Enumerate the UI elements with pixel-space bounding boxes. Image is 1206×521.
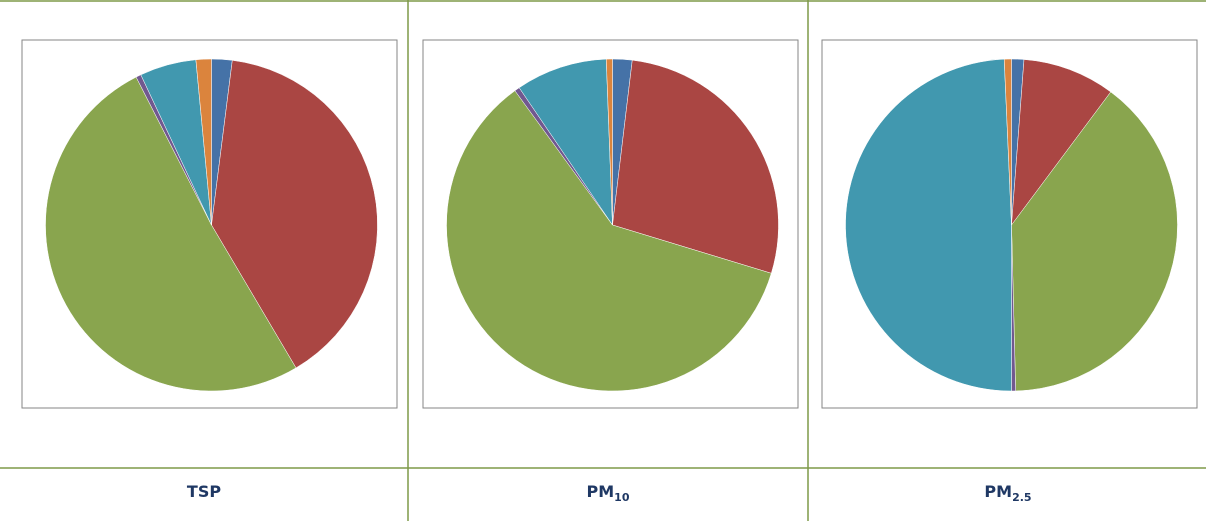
pie-slice: [612, 59, 779, 274]
cell-label: TSP: [187, 482, 221, 501]
label-text: PM: [587, 482, 615, 501]
cell-label: PM2.5: [984, 482, 1031, 504]
charts: [21, 39, 1198, 409]
label-subscript: 2.5: [1012, 491, 1032, 504]
pie-slice: [1011, 59, 1112, 226]
pie-slice: [1011, 91, 1178, 392]
pie-slice: [518, 58, 613, 226]
pie-slice: [446, 90, 772, 392]
pie-slice: [1003, 58, 1012, 226]
label-text: PM: [984, 482, 1012, 501]
pie-slice: [195, 58, 212, 226]
pie-slice: [605, 58, 613, 226]
cell-label: PM10: [587, 482, 630, 504]
label-subscript: 10: [614, 491, 630, 504]
label-text: TSP: [187, 482, 221, 501]
pie-slice: [45, 76, 297, 392]
pie-slice: [845, 58, 1012, 392]
pie-slice: [211, 60, 378, 369]
